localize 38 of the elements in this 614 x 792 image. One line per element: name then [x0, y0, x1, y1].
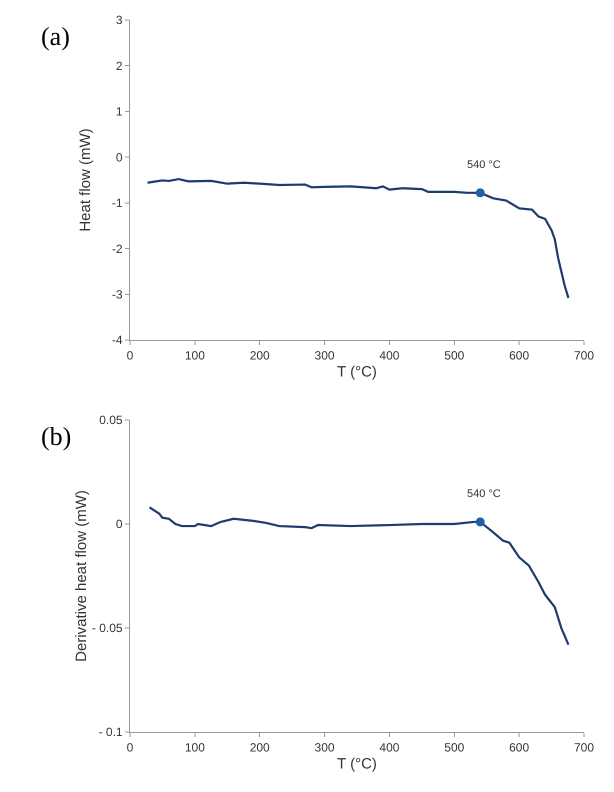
y-tick-label: - 0.1: [98, 725, 123, 740]
text: (b): [41, 422, 72, 451]
x-tick-label: 200: [250, 348, 270, 362]
y-tick-label: 0: [116, 517, 123, 532]
y-axis-title: Heat flow (mW): [77, 128, 94, 232]
y-tick-label: -2: [112, 242, 123, 256]
x-axis-title: T (°C): [337, 363, 377, 380]
annotation: 540 °C: [467, 488, 501, 500]
x-tick-label: 300: [314, 740, 335, 754]
x-tick-label: 700: [574, 740, 594, 754]
x-tick-label: 100: [184, 348, 206, 362]
text: (a): [41, 22, 70, 51]
y-tick-label: - 0.05: [92, 621, 123, 636]
y-tick-label: 3: [116, 13, 123, 28]
x-tick-label: 400: [379, 740, 400, 754]
x-tick-label: 0: [126, 740, 134, 754]
y-tick-label: 0: [116, 150, 123, 164]
y-axis-title: Derivative heat flow (mW): [72, 490, 90, 662]
x-tick-label: 400: [379, 348, 400, 362]
x-tick-label: 600: [509, 348, 530, 362]
y-tick-label: 2: [116, 58, 123, 73]
y-tick-label: 1: [116, 104, 123, 119]
y-tick-label: -3: [112, 287, 123, 302]
x-tick-label: 500: [444, 348, 465, 362]
x-tick-label: 600: [509, 740, 530, 754]
annotation: 540 °C: [467, 159, 501, 171]
y-tick-label: -4: [112, 333, 123, 348]
x-tick-label: 200: [250, 740, 270, 754]
y-tick-label: -1: [112, 196, 123, 210]
line-series: [148, 506, 570, 646]
line-series: [146, 178, 570, 300]
x-tick-label: 300: [314, 348, 335, 362]
x-tick-label: 100: [184, 740, 206, 754]
x-tick-label: 700: [574, 348, 594, 362]
y-tick-label: 0.05: [99, 413, 123, 428]
x-axis-title: T (°C): [337, 755, 377, 772]
x-tick-label: 500: [444, 740, 465, 754]
x-tick-label: 0: [126, 348, 134, 362]
